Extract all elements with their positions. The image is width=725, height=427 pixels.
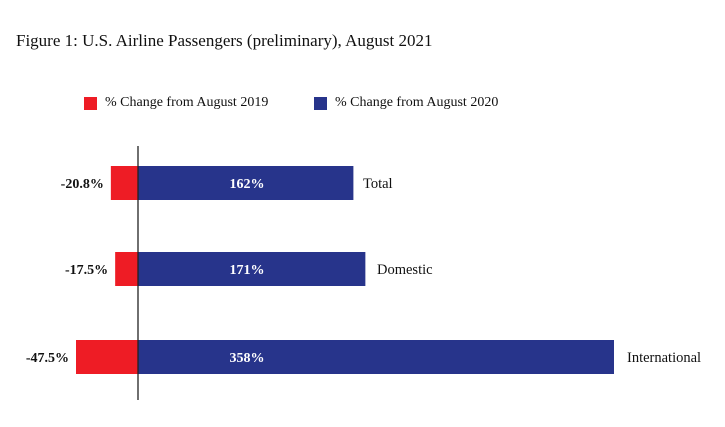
data-label-2020-international: 358% <box>230 351 265 366</box>
legend-swatch-2019 <box>84 96 97 110</box>
bar-2019-international <box>76 340 138 374</box>
data-label-2020-total: 162% <box>230 177 265 192</box>
bar-2019-domestic <box>115 252 138 286</box>
bar-2019-total <box>110 166 138 200</box>
legend-item-2020: % Change from August 2020 <box>314 95 498 111</box>
bar-2020-international <box>138 340 614 374</box>
legend-label-2019: % Change from August 2019 <box>105 95 269 110</box>
data-label-2019-total: -20.8% <box>61 177 104 192</box>
category-label-domestic: Domestic <box>377 262 433 278</box>
legend-label-2020: % Change from August 2020 <box>335 95 499 110</box>
legend-item-2019: % Change from August 2019 <box>84 95 268 111</box>
legend-swatch-2020 <box>314 96 327 110</box>
data-label-2019-domestic: -17.5% <box>65 263 108 278</box>
category-label-total: Total <box>363 176 393 192</box>
category-label-international: International <box>627 350 701 366</box>
data-label-2019-international: -47.5% <box>26 351 69 366</box>
legend: % Change from August 2019 % Change from … <box>0 95 725 115</box>
bar-2020-domestic <box>138 252 366 286</box>
data-label-2020-domestic: 171% <box>230 263 265 278</box>
bar-2020-total <box>138 166 354 200</box>
chart-title: Figure 1: U.S. Airline Passengers (preli… <box>16 31 433 50</box>
